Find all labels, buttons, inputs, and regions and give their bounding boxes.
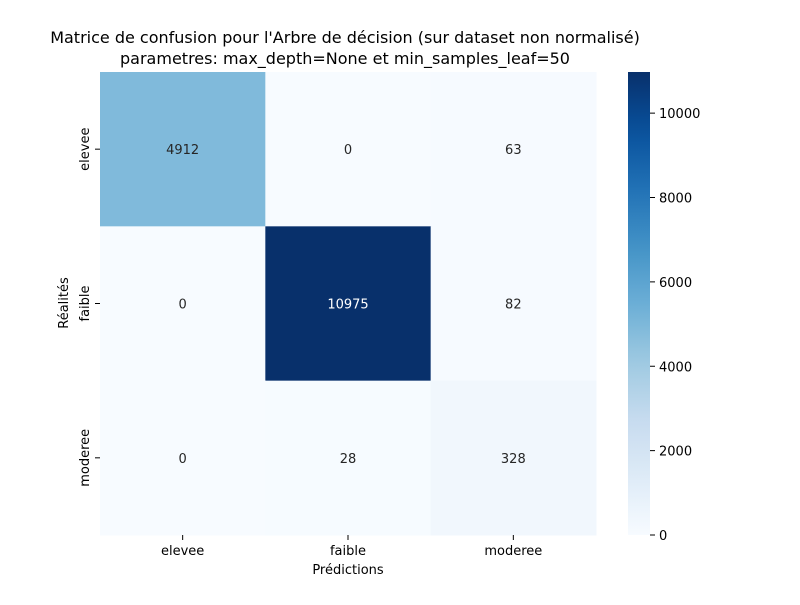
y-axis-ticks: elevee faible moderee [78,128,100,487]
colorbar-tick-label: 4000 [659,360,692,375]
x-tick-label: faible [330,544,366,559]
cell-value-label: 0 [344,143,352,158]
cell-value-label: 4912 [166,143,199,158]
heatmap-cell [430,226,597,382]
heatmap-cell [100,226,266,382]
chart-subtitle: parametres: max_depth=None et min_sample… [120,49,570,69]
y-axis-label: Réalités [57,277,72,329]
cell-value-label: 0 [179,297,187,312]
x-axis-ticks: elevee faible moderee [161,534,542,559]
chart-title: Matrice de confusion pour l'Arbre de déc… [50,28,640,47]
colorbar-tick-label: 0 [659,529,667,544]
heatmap-annotations: 4912 0 63 0 10975 82 0 28 328 [166,143,526,467]
cell-value-label: 328 [501,452,526,467]
heatmap-cell [265,72,432,227]
y-tick-label: moderee [78,429,93,487]
cell-value-label: 63 [505,143,522,158]
heatmap-cell [430,380,597,536]
heatmap-cell [265,226,432,382]
colorbar-tick-label: 10000 [659,107,700,122]
x-tick-label: moderee [484,544,542,559]
x-axis-label: Prédictions [312,563,384,578]
x-tick-label: elevee [161,544,204,559]
colorbar-tick-label: 6000 [659,276,692,291]
colorbar-ticks: 0 2000 4000 6000 8000 10000 [650,107,700,544]
cell-value-label: 10975 [327,297,368,312]
heatmap-cell [100,72,266,227]
cell-value-label: 0 [179,452,187,467]
heatmap-cell [265,380,432,536]
cell-value-label: 28 [340,452,357,467]
y-tick-label: elevee [78,128,93,171]
colorbar-tick-label: 8000 [659,192,692,207]
heatmap-cell [100,380,266,536]
colorbar-tick-label: 2000 [659,445,692,460]
y-tick-label: faible [78,285,93,321]
heatmap-cell [430,72,597,227]
colorbar [628,72,650,535]
heatmap-cells [100,72,597,536]
cell-value-label: 82 [505,297,522,312]
